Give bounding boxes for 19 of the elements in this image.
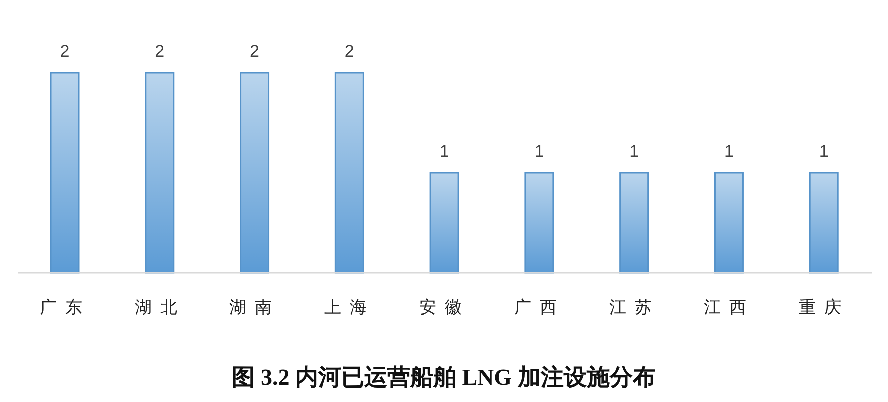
data-label: 1	[724, 142, 734, 161]
x-tick-label: 湖北	[134, 298, 186, 318]
x-tick-label: 广东	[40, 298, 91, 318]
x-tick-label: 江苏	[609, 298, 660, 318]
text: 图 3.2 内河已运营船舶 LNG 加注设施分布	[231, 364, 657, 392]
data-label: 1	[440, 142, 450, 161]
data-label: 1	[630, 142, 640, 161]
data-label: 1	[819, 142, 829, 161]
x-tick-label: 重庆	[799, 298, 850, 318]
x-tick-label: 湖南	[230, 298, 281, 318]
data-label: 2	[250, 42, 260, 61]
x-tick-label: 江西	[704, 298, 756, 318]
x-tick-label: 安徽	[420, 298, 470, 318]
data-label: 2	[155, 42, 165, 61]
x-tick-label: 上海	[324, 298, 376, 318]
data-label: 2	[60, 42, 70, 61]
data-label: 1	[534, 142, 544, 161]
data-label: 2	[344, 42, 354, 61]
x-tick-label: 广西	[514, 298, 566, 318]
